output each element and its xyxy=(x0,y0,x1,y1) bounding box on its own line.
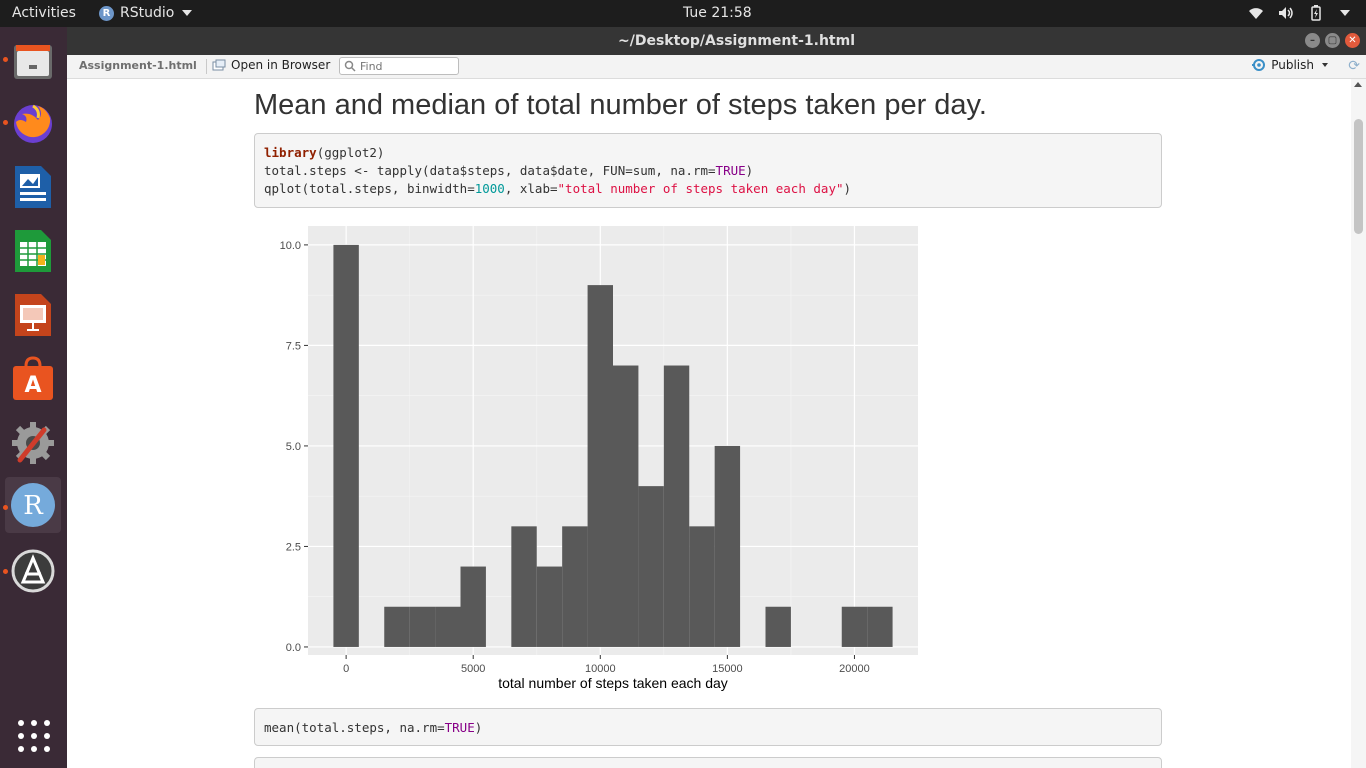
code-text: ) xyxy=(474,720,483,735)
html-viewer[interactable]: Mean and median of total number of steps… xyxy=(67,79,1351,768)
running-indicator xyxy=(3,569,8,574)
histogram-bar xyxy=(511,526,537,647)
find-box[interactable] xyxy=(339,57,459,75)
running-indicator xyxy=(3,120,8,125)
y-tick-label: 0.0 xyxy=(286,642,301,654)
code-text: ) xyxy=(745,163,754,178)
top-bar: Activities R RStudio Tue 21:58 xyxy=(0,0,1366,27)
show-applications-icon[interactable] xyxy=(18,720,50,752)
code-text: , xlab= xyxy=(504,181,558,196)
histogram-bar xyxy=(587,285,613,647)
code-number: 1000 xyxy=(474,181,505,196)
histogram-bar xyxy=(867,606,893,647)
x-axis-title: total number of steps taken each day xyxy=(498,675,728,691)
x-tick-label: 10000 xyxy=(585,663,616,675)
histogram-bar xyxy=(689,526,715,647)
x-tick-label: 5000 xyxy=(461,663,485,675)
publish-label: Publish xyxy=(1271,58,1314,72)
code-text: mean(total.steps, na.rm= xyxy=(264,720,445,735)
wifi-icon[interactable] xyxy=(1248,5,1264,21)
x-tick-label: 15000 xyxy=(712,663,743,675)
clock[interactable]: Tue 21:58 xyxy=(683,5,752,21)
running-indicator xyxy=(3,57,8,62)
section-heading: Mean and median of total number of steps… xyxy=(254,89,987,121)
window-title: ~/Desktop/Assignment-1.html xyxy=(618,33,855,49)
system-tray[interactable] xyxy=(1248,5,1350,21)
refresh-icon[interactable]: ⟳ xyxy=(1348,58,1360,74)
code-text: (ggplot2) xyxy=(316,145,385,160)
app-menu[interactable]: R RStudio xyxy=(99,5,193,21)
code-text: total.steps <- tapply(data$steps, data$d… xyxy=(264,163,716,178)
y-tick-label: 10.0 xyxy=(280,240,301,252)
publish-icon xyxy=(1252,59,1266,71)
svg-text:A: A xyxy=(24,373,41,398)
y-tick-label: 5.0 xyxy=(286,441,301,453)
impress-icon[interactable] xyxy=(5,287,61,343)
rstudio-icon: R xyxy=(99,5,114,21)
file-tab[interactable]: Assignment-1.html xyxy=(79,59,197,72)
histogram-bar xyxy=(460,566,486,647)
histogram-bar xyxy=(765,606,791,647)
code-block: library(ggplot2) total.steps <- tapply(d… xyxy=(254,133,1162,208)
close-button[interactable]: ✕ xyxy=(1345,33,1360,48)
calc-icon[interactable] xyxy=(5,223,61,279)
x-tick-label: 0 xyxy=(343,663,349,675)
histogram-bar xyxy=(384,606,410,647)
viewer-toolbar: Assignment-1.html Open in Browser Publis… xyxy=(67,55,1366,79)
y-tick-label: 7.5 xyxy=(286,340,301,352)
svg-text:R: R xyxy=(23,491,44,521)
histogram-bar xyxy=(714,445,741,647)
maximize-button[interactable]: ▢ xyxy=(1325,33,1340,48)
window-titlebar[interactable]: ~/Desktop/Assignment-1.html – ▢ ✕ xyxy=(67,27,1366,55)
vertical-scrollbar[interactable] xyxy=(1351,79,1366,768)
histogram-bar xyxy=(536,566,563,647)
dock: A R xyxy=(0,27,67,768)
scroll-up-icon[interactable] xyxy=(1354,82,1362,87)
settings-icon[interactable] xyxy=(5,415,61,471)
histogram-bar xyxy=(638,486,664,647)
activities-button[interactable]: Activities xyxy=(12,5,76,21)
open-in-browser-button[interactable]: Open in Browser xyxy=(212,58,330,72)
chevron-down-icon xyxy=(182,10,193,16)
histogram-bar xyxy=(841,606,868,647)
code-block: mean(total.steps, na.rm=TRUE) xyxy=(254,708,1162,746)
histogram-bar xyxy=(333,244,359,647)
histogram-chart: 0 5000 10000 15000 20000 0.0 2.5 5.0 7.5 10.0 tota… xyxy=(280,226,918,691)
battery-icon[interactable] xyxy=(1308,5,1324,21)
histogram-bar xyxy=(613,365,639,647)
histogram-bar xyxy=(562,526,588,647)
open-in-browser-label: Open in Browser xyxy=(231,58,331,72)
code-constant: TRUE xyxy=(444,720,475,735)
volume-icon[interactable] xyxy=(1278,5,1294,21)
software-center-icon[interactable]: A xyxy=(5,351,61,407)
files-icon[interactable] xyxy=(5,33,61,89)
rstudio-dock-icon[interactable]: R xyxy=(5,477,61,533)
minimize-button[interactable]: – xyxy=(1305,33,1320,48)
publish-button[interactable]: Publish xyxy=(1251,58,1328,72)
chevron-down-icon xyxy=(1322,63,1328,67)
find-input[interactable] xyxy=(356,59,452,73)
software-updater-icon[interactable] xyxy=(5,543,61,599)
code-text: qplot(total.steps, binwidth= xyxy=(264,181,475,196)
code-keyword: library xyxy=(264,145,317,160)
browser-icon xyxy=(212,59,226,71)
writer-icon[interactable] xyxy=(5,159,61,215)
histogram-bar xyxy=(409,606,436,647)
firefox-icon[interactable] xyxy=(5,95,61,151)
output-block xyxy=(254,757,1162,768)
app-menu-label: RStudio xyxy=(120,5,175,21)
running-indicator xyxy=(3,505,8,510)
code-text: ) xyxy=(843,181,852,196)
toolbar-divider xyxy=(206,59,207,74)
y-tick-label: 2.5 xyxy=(286,541,301,553)
x-tick-label: 20000 xyxy=(839,663,870,675)
code-constant: TRUE xyxy=(715,163,746,178)
search-icon xyxy=(344,60,356,72)
scroll-thumb[interactable] xyxy=(1354,119,1363,234)
histogram-bar xyxy=(663,365,690,647)
code-string: "total number of steps taken each day" xyxy=(557,181,844,196)
system-menu-chevron-icon[interactable] xyxy=(1340,10,1350,16)
histogram-bar xyxy=(435,606,461,647)
